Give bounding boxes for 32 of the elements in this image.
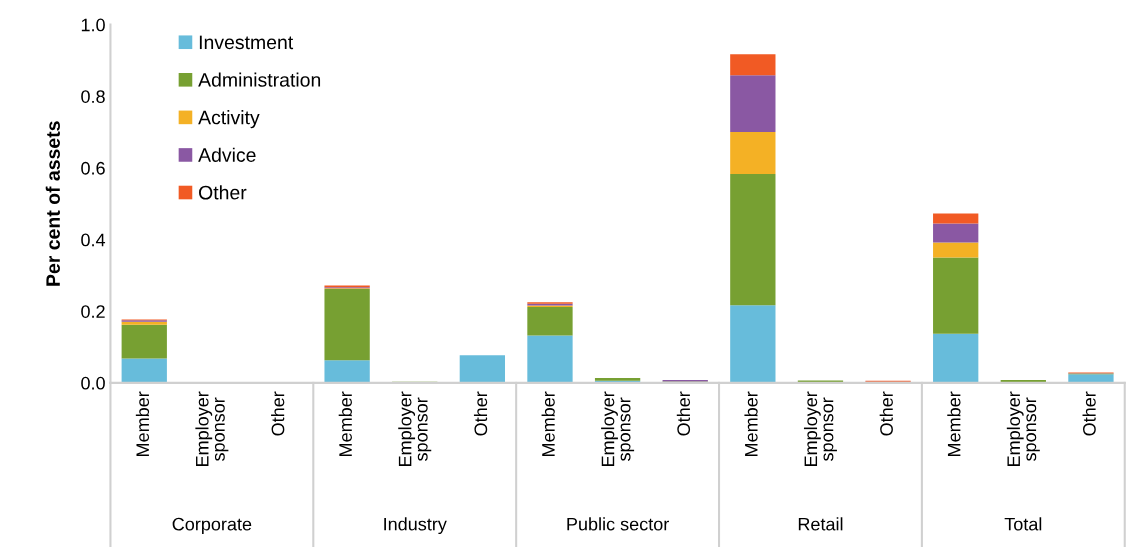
x-tick-label: Employer sponsor: [1006, 391, 1040, 467]
legend-label: Investment: [199, 35, 294, 50]
legend-label: Advice: [198, 147, 256, 162]
text: Total: [1004, 517, 1042, 531]
y-tick-label: 0.2: [81, 305, 105, 318]
legend-label: Activity: [198, 110, 260, 129]
text: Public sector: [567, 517, 669, 531]
x-tick-label: Employer sponsor: [601, 391, 635, 467]
text: Industry: [384, 517, 447, 535]
x-tick-label: Other: [271, 391, 285, 436]
x-tick-label: Other: [676, 391, 691, 436]
x-tick-label: Other: [879, 391, 893, 436]
y-tick-label: 0.6: [81, 161, 105, 175]
legend-label: Other: [199, 185, 247, 200]
x-tick-label: Employer sponsor: [803, 391, 837, 467]
x-tick-label: Member: [744, 391, 758, 456]
y-tick-label: 0.0: [81, 376, 105, 390]
x-tick-label: Other: [473, 391, 488, 436]
x-tick-label: Member: [338, 391, 352, 456]
y-tick-label: 1.0: [81, 18, 105, 32]
x-tick-label: Employer sponsor: [195, 391, 229, 467]
legend-label: Administration: [198, 72, 321, 87]
y-axis-title: Per cent of assets: [45, 121, 60, 286]
y-tick-label: 0.8: [81, 90, 105, 103]
text: Retail: [798, 517, 843, 531]
x-tick-label: Member: [135, 391, 150, 456]
y-tick-label: 0.4: [81, 233, 106, 247]
x-tick-label: Other: [1082, 391, 1096, 436]
x-tick-label: Member: [541, 391, 555, 456]
text: Corporate: [172, 517, 252, 535]
x-tick-label: Member: [947, 391, 961, 456]
x-tick-label: Employer sponsor: [398, 391, 432, 467]
